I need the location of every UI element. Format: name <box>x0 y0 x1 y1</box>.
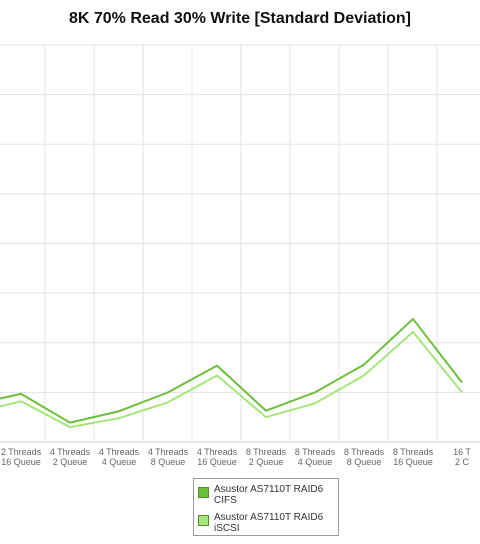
series-line-1 <box>0 330 463 429</box>
legend-swatch-iscsi <box>198 515 209 526</box>
legend-label-cifs: Asustor AS7110T RAID6 CIFS <box>214 484 324 506</box>
chart-title: 8K 70% Read 30% Write [Standard Deviatio… <box>68 10 412 27</box>
x-tick-label: 8 Threads 2 Queue <box>246 447 287 467</box>
x-tick-label: 8 Threads 16 Queue <box>393 447 434 467</box>
legend-item-cifs[interactable]: Asustor AS7110T RAID6 CIFS <box>198 484 332 506</box>
x-tick-label: 8 Threads 8 Queue <box>344 447 385 467</box>
legend: Asustor AS7110T RAID6 CIFS Asustor AS711… <box>193 478 339 536</box>
x-tick-label: 8 Threads 4 Queue <box>295 447 336 467</box>
x-tick-label: 2 Threads 16 Queue <box>1 447 42 467</box>
series-line-0 <box>0 317 463 424</box>
x-tick-label: 4 Threads 2 Queue <box>50 447 91 467</box>
legend-item-iscsi[interactable]: Asustor AS7110T RAID6 iSCSI <box>198 512 332 534</box>
x-tick-label: 4 Threads 16 Queue <box>197 447 238 467</box>
x-tick-label: 4 Threads 4 Queue <box>99 447 140 467</box>
legend-label-iscsi: Asustor AS7110T RAID6 iSCSI <box>214 512 324 534</box>
legend-swatch-cifs <box>198 487 209 498</box>
x-tick-label: 4 Threads 8 Queue <box>148 447 189 467</box>
